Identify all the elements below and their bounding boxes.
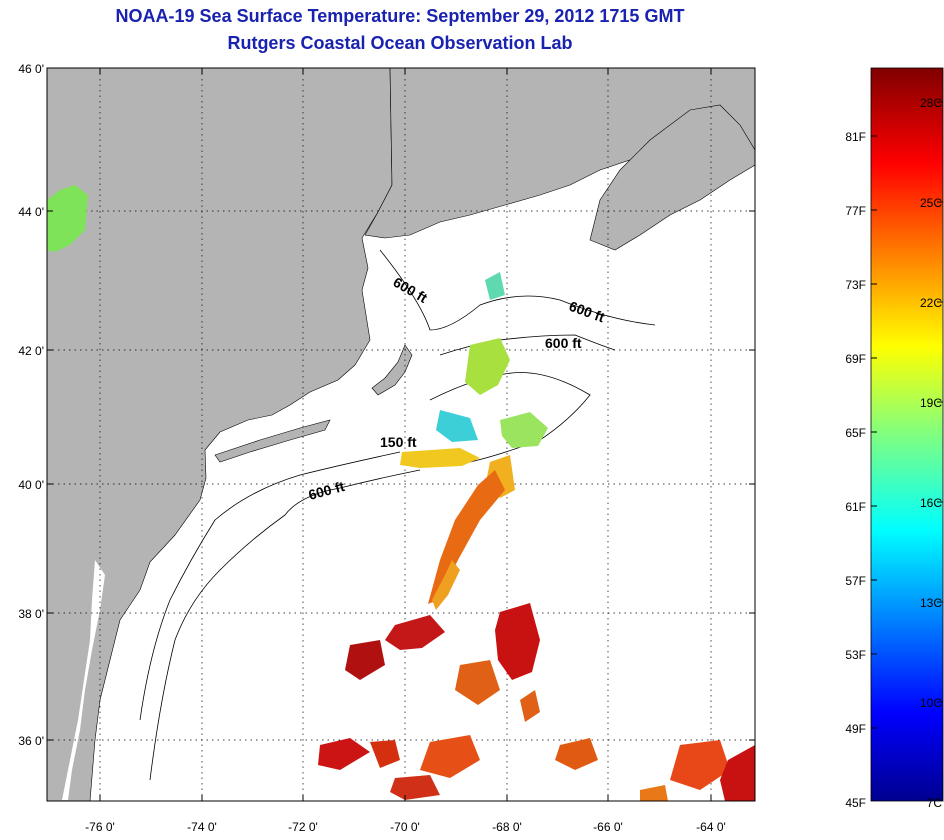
colorbar-c-label: 13C <box>920 596 942 610</box>
lon-tick-label: -64 0' <box>696 820 726 834</box>
colorbar-f-label: 61F <box>845 500 866 514</box>
colorbar-c-label: 10C <box>920 696 942 710</box>
colorbar-c-label: 7C <box>927 796 943 810</box>
land-nova-scotia <box>589 104 755 251</box>
lon-tick-label: -66 0' <box>593 820 623 834</box>
colorbar-f-label: 57F <box>845 574 866 588</box>
lat-tick-label: 40 0' <box>18 478 44 492</box>
lon-tick-label: -70 0' <box>390 820 420 834</box>
colorbar-c-label: 25C <box>920 196 942 210</box>
colorbar-c-label: 19C <box>920 396 942 410</box>
chesapeake-bay <box>62 560 105 800</box>
contour-label: 600 ft <box>545 335 582 351</box>
colorbar-f-label: 81F <box>845 130 866 144</box>
map-subtitle: Rutgers Coastal Ocean Observation Lab <box>227 33 573 53</box>
map-frame <box>46 67 756 802</box>
map-content: 600 ft 600 ft 600 ft 150 ft 600 ft <box>47 68 755 801</box>
colorbar-c-label: 22C <box>920 296 942 310</box>
lat-tick-label: 46 0' <box>18 62 44 76</box>
colorbar-f-label: 45F <box>845 796 866 810</box>
land-long-island <box>214 419 331 463</box>
colorbar-f-label: 49F <box>845 722 866 736</box>
colorbar-f-label: 53F <box>845 648 866 662</box>
lon-tick-label: -72 0' <box>288 820 318 834</box>
map-title: NOAA-19 Sea Surface Temperature: Septemb… <box>115 6 685 26</box>
colorbar-f-label: 65F <box>845 426 866 440</box>
lat-tick-label: 38 0' <box>18 607 44 621</box>
lat-tick-label: 36 0' <box>18 734 44 748</box>
land-cape-cod <box>371 344 413 396</box>
colorbar <box>870 67 944 802</box>
colorbar-f-label: 73F <box>845 278 866 292</box>
sst-patches <box>47 185 755 801</box>
lon-tick-label: -74 0' <box>187 820 217 834</box>
land-us-mainland <box>47 68 393 801</box>
lat-tick-label: 44 0' <box>18 205 44 219</box>
lon-tick-label: -76 0' <box>85 820 115 834</box>
colorbar-f-label: 69F <box>845 352 866 366</box>
axis-ticks <box>47 68 755 801</box>
grid-lines <box>47 68 755 801</box>
colorbar-ticks <box>871 101 943 729</box>
lat-tick-label: 42 0' <box>18 344 44 358</box>
lon-tick-label: -68 0' <box>492 820 522 834</box>
colorbar-c-label: 16C <box>920 496 942 510</box>
colorbar-f-label: 77F <box>845 204 866 218</box>
colorbar-c-label: 28C <box>920 96 942 110</box>
contour-label: 150 ft <box>380 434 417 450</box>
